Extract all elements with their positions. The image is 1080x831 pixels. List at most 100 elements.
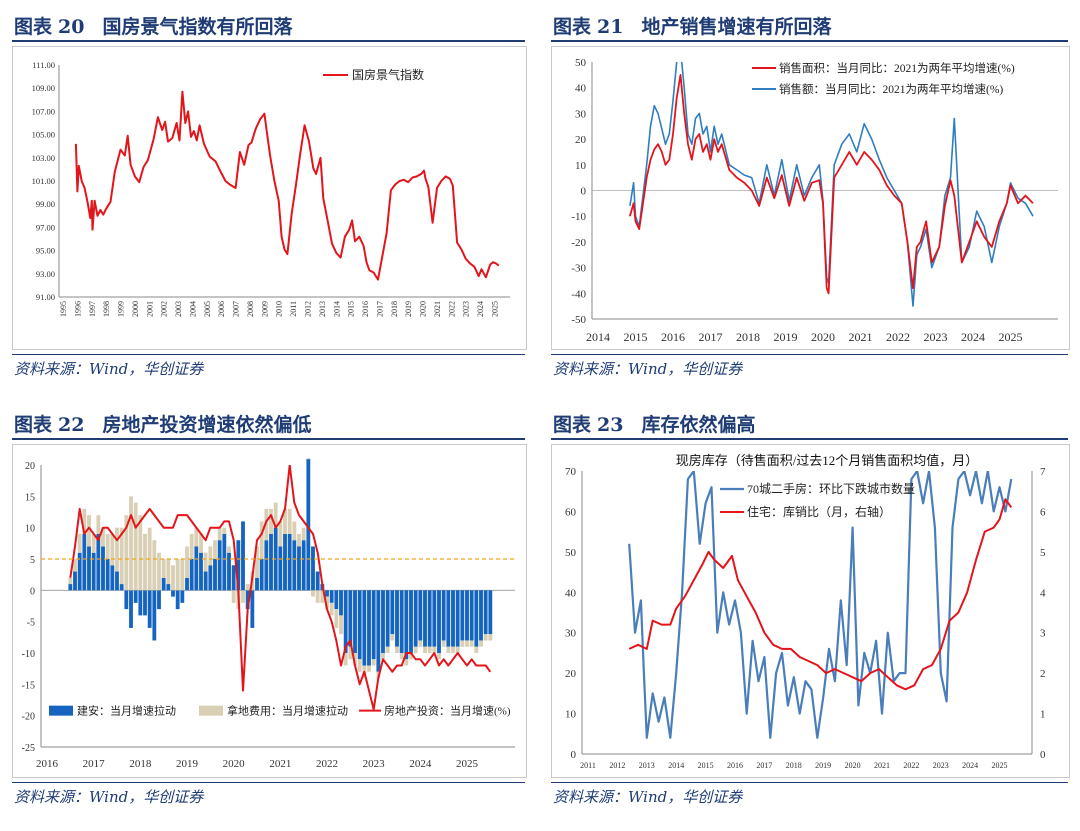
bar-construction (222, 533, 227, 591)
x-tick-label: 2015 (624, 330, 648, 344)
x-tick-label: 2018 (736, 330, 760, 344)
bar-construction (227, 552, 231, 591)
bar-land (82, 508, 87, 534)
bar-land (194, 527, 199, 547)
bar-construction (404, 590, 409, 660)
y-tick-label: 10 (25, 524, 35, 535)
legend-swatch (49, 705, 73, 716)
bar-land (77, 533, 82, 553)
bar-land (264, 508, 269, 541)
bar-land (488, 634, 493, 641)
bar-land (115, 527, 119, 572)
x-tick-label: 2021 (849, 330, 873, 344)
y-tick-label: 103.00 (32, 153, 55, 163)
bar-construction (367, 590, 371, 666)
bar-land (110, 533, 115, 566)
bar-land (157, 552, 161, 591)
series-line-sales-area (629, 74, 1034, 295)
bar-land (129, 496, 133, 591)
y2-tick-label: 0 (1040, 749, 1046, 761)
legend-label: 住宅：库销比（月，右轴） (747, 504, 891, 519)
bar-construction (339, 590, 343, 616)
y-tick-label: -25 (22, 743, 35, 754)
x-tick-label: 2010 (275, 301, 284, 317)
bar-construction (199, 552, 203, 591)
bar-land (441, 640, 446, 647)
bar-construction (348, 590, 353, 647)
bar-land (124, 515, 129, 591)
title-prefix: 图表 (553, 16, 592, 38)
legend-label: 国房景气指数 (352, 67, 424, 82)
bar-construction (147, 590, 152, 628)
bar-construction (283, 533, 287, 591)
bar-land (166, 559, 171, 585)
bar-construction (203, 571, 208, 591)
source-rule (12, 354, 525, 355)
bar-land (259, 521, 264, 559)
x-tick-label: 1996 (73, 301, 82, 317)
bar-land (245, 584, 250, 591)
bar-construction (437, 590, 441, 653)
y-tick-label: 0 (30, 586, 35, 597)
bar-land (273, 502, 278, 528)
bar-construction (399, 590, 404, 653)
bar-construction (469, 590, 474, 641)
bar-construction (413, 590, 418, 647)
bar-land (334, 609, 339, 628)
bar-land (451, 646, 455, 653)
bar-land (255, 546, 259, 578)
bar-land (73, 559, 77, 572)
x-tick-label: 2020 (845, 761, 861, 770)
x-tick-label: 2024 (961, 330, 985, 344)
source-note: 资料来源：Wind，华创证券 (14, 788, 204, 806)
x-tick-label: 2007 (232, 301, 241, 317)
bar-land (101, 527, 105, 547)
bar-land (413, 646, 418, 653)
y-tick-label: -10 (22, 649, 35, 660)
x-tick-label: 2016 (661, 330, 685, 344)
bar-land (357, 659, 362, 672)
bar-construction (152, 590, 157, 641)
bar-land (208, 546, 213, 566)
bar-construction (455, 590, 460, 647)
y2-tick-label: 2 (1040, 668, 1046, 680)
bar-construction (91, 552, 96, 591)
panel-title: 图表 20 国房景气指数有所回落 (14, 12, 292, 39)
x-tick-label: 2014 (332, 301, 341, 317)
source-rule (551, 782, 1068, 783)
y-tick-label: -40 (571, 288, 586, 300)
bar-land (217, 527, 222, 541)
bar-construction (353, 590, 357, 653)
bar-land (213, 540, 217, 559)
bar-land (87, 515, 91, 547)
bar-construction (315, 571, 320, 591)
bar-construction (231, 565, 236, 591)
bar-land (390, 634, 395, 641)
bar-land (418, 640, 423, 647)
x-tick-label: 2001 (145, 301, 154, 317)
bar-construction (409, 590, 413, 653)
bar-land (353, 653, 357, 666)
bar-construction (124, 590, 129, 610)
bar-construction (138, 590, 143, 616)
x-tick-label: 2023 (924, 330, 948, 344)
x-tick-label: 2023 (933, 761, 949, 770)
y-tick-label: 107.00 (32, 106, 55, 116)
y2-tick-label: 3 (1040, 628, 1046, 640)
bar-construction (73, 571, 77, 591)
bar-construction (479, 590, 483, 641)
x-tick-label: 1998 (102, 301, 111, 317)
x-tick-label: 1999 (117, 301, 126, 317)
bar-construction (68, 584, 73, 591)
source-note: 资料来源：Wind，华创证券 (553, 360, 743, 378)
y-tick-label: 93.00 (36, 269, 55, 279)
bar-land (367, 665, 371, 672)
y-tick-label: 40 (575, 83, 587, 95)
bar-construction (325, 590, 329, 597)
x-tick-label: 2023 (363, 758, 386, 770)
title-text: 库存依然偏高 (641, 414, 756, 436)
bar-land (301, 527, 306, 541)
bar-construction (259, 559, 264, 591)
x-tick-label: 2021 (874, 761, 890, 770)
bar-construction (329, 590, 334, 603)
